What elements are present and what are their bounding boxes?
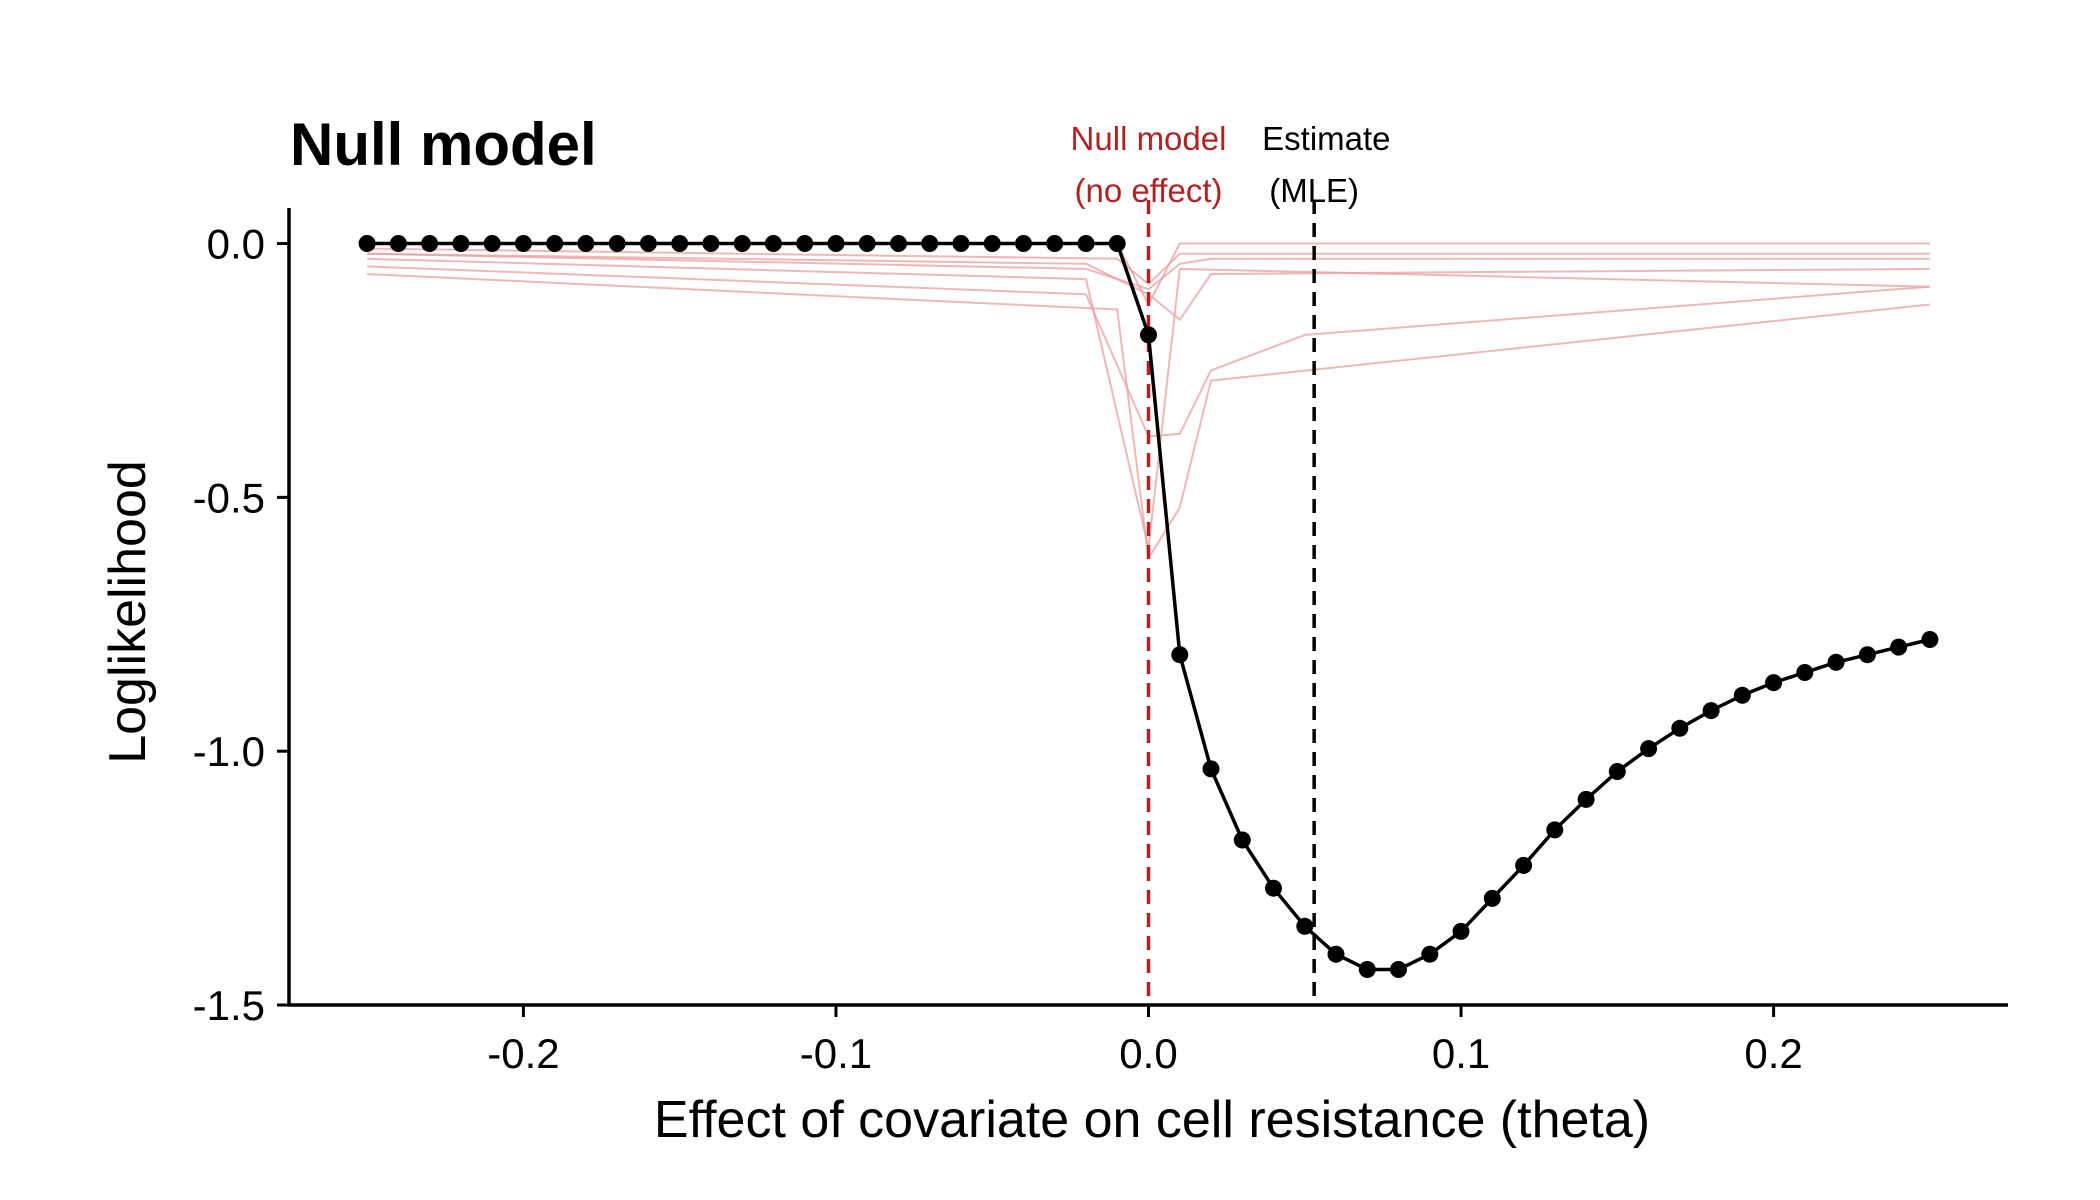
data-point-4: [483, 235, 501, 252]
main-series-line: [367, 241, 1931, 972]
vline-1-label-1: (MLE): [1269, 172, 1359, 209]
reference-line-labels: Null model (no effect) Estimate (MLE): [1071, 120, 1391, 209]
data-point-17: [890, 235, 907, 252]
data-point-39: [1577, 790, 1595, 808]
data-point-50: [1921, 631, 1939, 648]
data-point-49: [1890, 638, 1908, 656]
data-point-27: [1202, 760, 1220, 778]
data-point-1: [389, 235, 407, 252]
vline-1-label-0: Estimate: [1262, 120, 1390, 157]
data-point-16: [858, 235, 876, 252]
bootstrap-line-3: [367, 252, 1930, 322]
data-point-30: [1296, 917, 1314, 935]
reference-lines: [1146, 200, 1316, 1005]
data-point-18: [921, 235, 939, 252]
x-tick-label-3: 0.1: [1432, 1030, 1490, 1077]
data-point-24: [1108, 235, 1126, 252]
x-axis-label: Effect of covariate on cell resistance (…: [654, 1091, 1650, 1149]
data-point-28: [1233, 831, 1251, 849]
bootstrap-lines: [367, 242, 1931, 562]
data-point-31: [1327, 945, 1345, 963]
data-point-10: [671, 235, 689, 252]
data-point-45: [1765, 674, 1783, 692]
data-point-42: [1671, 719, 1689, 737]
x-axis-ticks: -0.2 -0.1 0.0 0.1 0.2: [487, 1005, 1803, 1077]
data-point-9: [639, 235, 657, 252]
data-point-36: [1483, 889, 1501, 907]
data-point-34: [1421, 945, 1439, 963]
data-point-47: [1827, 653, 1845, 671]
data-point-44: [1733, 686, 1751, 704]
data-point-46: [1796, 664, 1814, 681]
y-tick-label-1: -0.5: [193, 474, 265, 521]
data-point-33: [1390, 961, 1407, 978]
data-point-14: [796, 235, 814, 252]
data-point-7: [577, 235, 595, 252]
data-point-41: [1640, 740, 1658, 758]
data-point-19: [952, 235, 970, 252]
vline-0-label-0: Null model: [1071, 120, 1227, 157]
data-point-22: [1046, 235, 1064, 252]
chart-title: Null model: [290, 111, 597, 178]
data-point-20: [983, 235, 1001, 252]
data-point-29: [1265, 879, 1282, 897]
x-tick-label-0: -0.2: [487, 1030, 559, 1077]
data-point-13: [764, 235, 782, 252]
data-point-43: [1702, 702, 1720, 720]
y-axis-label: Loglikelihood: [99, 460, 157, 764]
data-point-6: [546, 235, 564, 252]
x-tick-label-2: 0.0: [1119, 1030, 1177, 1077]
data-point-3: [452, 235, 470, 252]
y-tick-label-3: -1.5: [193, 982, 265, 1029]
data-point-0: [358, 235, 376, 252]
data-point-37: [1515, 856, 1533, 874]
bootstrap-line-2: [367, 247, 1930, 286]
data-point-35: [1452, 922, 1470, 940]
data-point-11: [702, 235, 720, 252]
data-point-8: [608, 235, 626, 252]
vline-0-label-1: (no effect): [1075, 172, 1223, 209]
data-point-48: [1858, 646, 1876, 664]
data-point-38: [1546, 821, 1564, 839]
x-tick-label-4: 0.2: [1744, 1030, 1802, 1077]
data-point-21: [1015, 235, 1032, 252]
data-point-23: [1077, 235, 1095, 252]
data-point-2: [421, 235, 439, 252]
bootstrap-line-5: [367, 265, 1930, 438]
data-point-12: [733, 235, 751, 252]
y-tick-label-2: -1.0: [193, 728, 265, 775]
data-point-40: [1608, 763, 1626, 780]
data-point-15: [827, 235, 845, 252]
y-tick-label-0: 0.0: [207, 221, 265, 268]
data-point-32: [1358, 961, 1376, 978]
data-point-25: [1140, 326, 1157, 344]
bootstrap-line-7: [367, 252, 1930, 291]
x-tick-label-1: -0.1: [800, 1030, 872, 1077]
y-axis-ticks: 0.0 -0.5 -1.0 -1.5: [193, 221, 289, 1029]
data-point-26: [1171, 646, 1189, 664]
data-point-5: [514, 235, 532, 252]
bootstrap-line-6: [367, 273, 1931, 562]
main-series: [358, 235, 1939, 978]
